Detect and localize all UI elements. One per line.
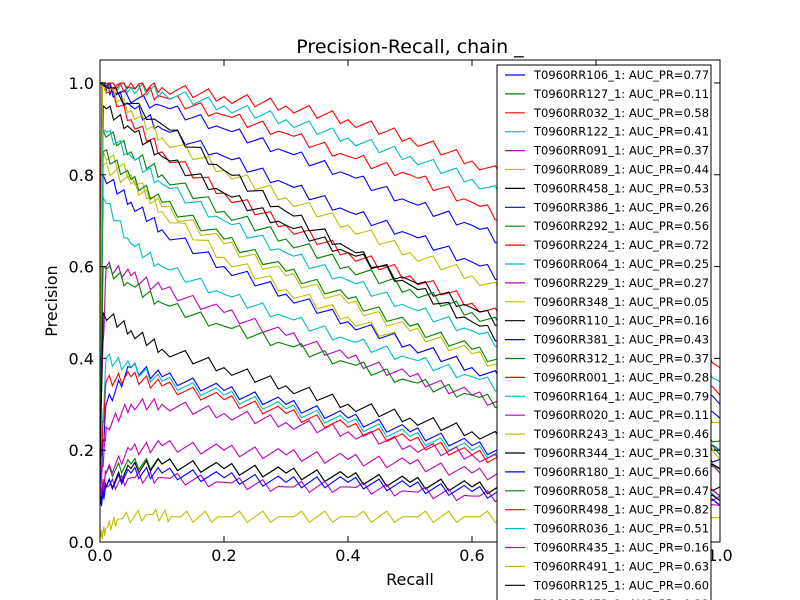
legend-entry: T0960RR001_1: AUC_PR=0.28 xyxy=(533,370,709,384)
chart-title: Precision-Recall, chain _ xyxy=(296,36,524,58)
legend-entry: T0960RR064_1: AUC_PR=0.25 xyxy=(533,257,709,271)
legend-entry: T0960RR164_1: AUC_PR=0.79 xyxy=(533,389,709,403)
legend-entry: T0960RR032_1: AUC_PR=0.58 xyxy=(533,106,709,120)
legend-entry: T0960RR224_1: AUC_PR=0.72 xyxy=(533,238,709,252)
legend-entry: T0960RR381_1: AUC_PR=0.43 xyxy=(533,333,709,347)
legend-entry: T0960RR458_1: AUC_PR=0.53 xyxy=(533,181,709,195)
legend-entry: T0960RR180_1: AUC_PR=0.66 xyxy=(533,465,709,479)
legend-entry: T0960RR348_1: AUC_PR=0.05 xyxy=(533,295,709,309)
x-tick-label: 0.2 xyxy=(211,546,236,565)
legend-entry: T0960RR243_1: AUC_PR=0.46 xyxy=(533,427,709,441)
legend-entry: T0960RR473_1: AUC_PR=0.13 xyxy=(533,597,709,600)
legend: T0960RR106_1: AUC_PR=0.77 T0960RR127_1: A… xyxy=(496,64,712,600)
legend-entry: T0960RR229_1: AUC_PR=0.27 xyxy=(533,276,709,290)
legend-entry: T0960RR106_1: AUC_PR=0.77 xyxy=(533,68,709,82)
legend-box xyxy=(496,64,712,600)
y-axis-label: Precision xyxy=(42,265,61,336)
legend-entry: T0960RR125_1: AUC_PR=0.60 xyxy=(533,578,709,592)
x-tick-label: 0.0 xyxy=(87,546,112,565)
x-tick-label: 0.6 xyxy=(459,546,484,565)
legend-entry: T0960RR058_1: AUC_PR=0.47 xyxy=(533,484,709,498)
x-axis-label: Recall xyxy=(386,570,434,589)
legend-entry: T0960RR089_1: AUC_PR=0.44 xyxy=(533,163,709,177)
y-tick-label: 0.8 xyxy=(69,166,94,185)
legend-entry: T0960RR036_1: AUC_PR=0.51 xyxy=(533,522,709,536)
legend-entry: T0960RR344_1: AUC_PR=0.31 xyxy=(533,446,709,460)
legend-entry: T0960RR312_1: AUC_PR=0.37 xyxy=(533,352,709,366)
legend-entry: T0960RR491_1: AUC_PR=0.63 xyxy=(533,559,709,573)
legend-entry: T0960RR020_1: AUC_PR=0.11 xyxy=(533,408,709,422)
y-tick-label: 0.4 xyxy=(69,349,94,368)
y-tick-label: 1.0 xyxy=(69,74,94,93)
legend-entry: T0960RR122_1: AUC_PR=0.41 xyxy=(533,125,709,139)
legend-entry: T0960RR386_1: AUC_PR=0.26 xyxy=(533,200,709,214)
y-tick-label: 0.2 xyxy=(69,441,94,460)
legend-entry: T0960RR127_1: AUC_PR=0.11 xyxy=(533,87,709,101)
x-tick-label: 0.4 xyxy=(335,546,360,565)
legend-entry: T0960RR110_1: AUC_PR=0.16 xyxy=(533,314,709,328)
legend-entry: T0960RR292_1: AUC_PR=0.56 xyxy=(533,219,709,233)
x-tick-label: 1.0 xyxy=(707,546,732,565)
y-tick-label: 0.6 xyxy=(69,258,94,277)
y-tick-label: 0.0 xyxy=(69,533,94,552)
legend-entry: T0960RR091_1: AUC_PR=0.37 xyxy=(533,144,709,158)
legend-entry: T0960RR435_1: AUC_PR=0.16 xyxy=(533,541,709,555)
plot-frame xyxy=(99,59,721,543)
legend-entry: T0960RR498_1: AUC_PR=0.82 xyxy=(533,503,709,517)
